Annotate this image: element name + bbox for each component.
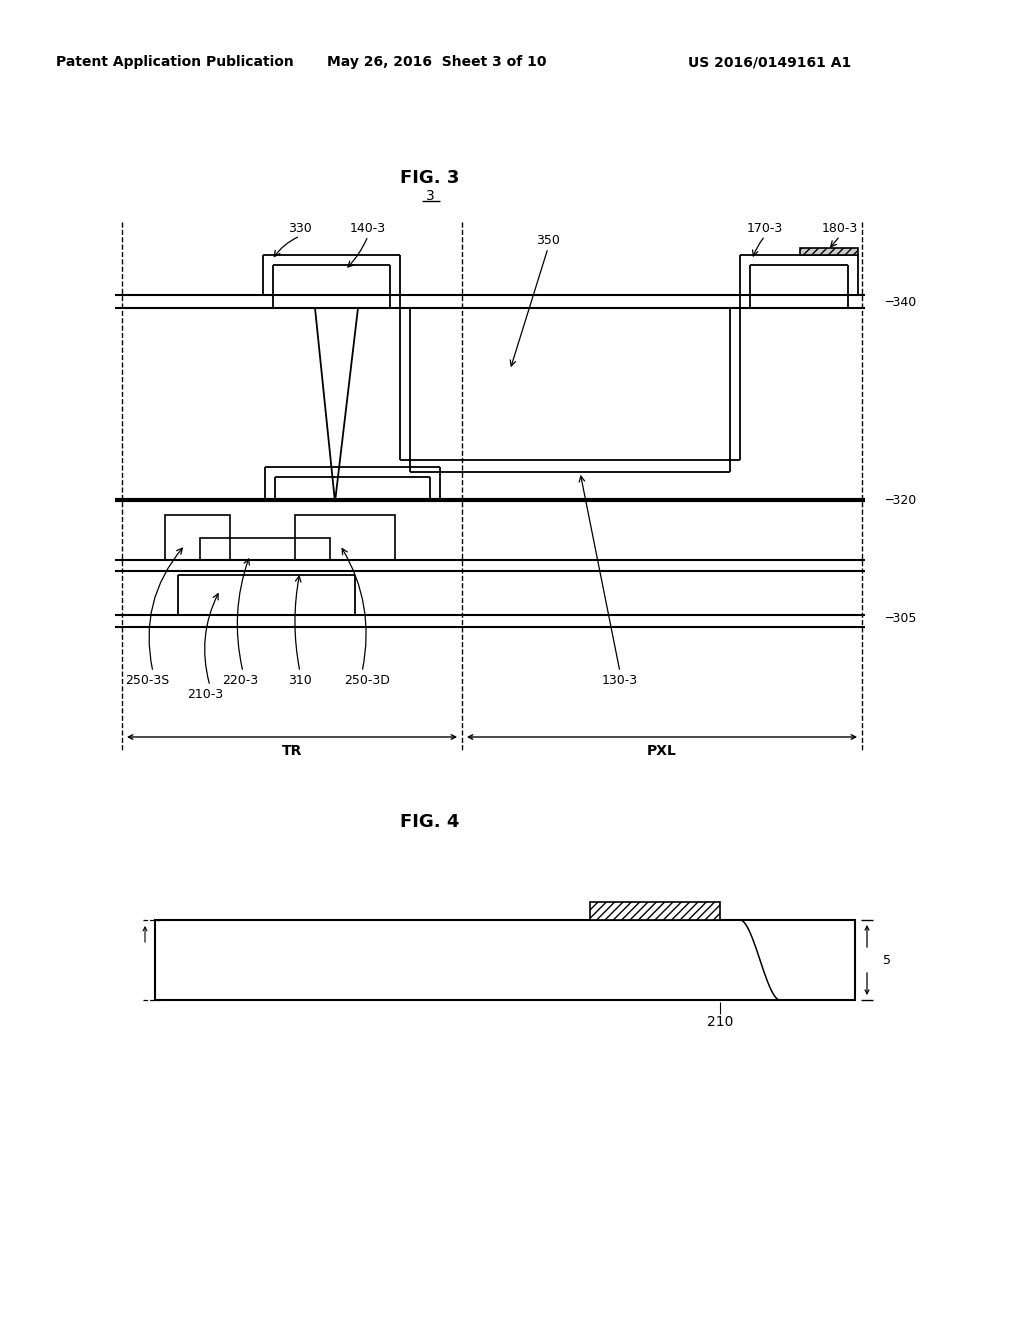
Text: 3: 3	[426, 189, 434, 203]
Text: 250-3S: 250-3S	[125, 673, 169, 686]
Bar	[590, 902, 720, 920]
Bar	[295, 515, 395, 560]
Bar	[800, 248, 858, 255]
Text: ─340: ─340	[885, 296, 916, 309]
Text: FIG. 4: FIG. 4	[400, 813, 460, 832]
Text: ─305: ─305	[885, 612, 916, 626]
Text: 220-3: 220-3	[222, 673, 258, 686]
Text: 5: 5	[883, 953, 891, 966]
Bar	[200, 539, 330, 560]
Text: 210: 210	[707, 1015, 733, 1030]
Text: 310: 310	[288, 673, 312, 686]
Text: 210-3: 210-3	[187, 688, 223, 701]
Text: US 2016/0149161 A1: US 2016/0149161 A1	[688, 55, 852, 69]
Text: FIG. 3: FIG. 3	[400, 169, 460, 187]
Text: May 26, 2016  Sheet 3 of 10: May 26, 2016 Sheet 3 of 10	[328, 55, 547, 69]
Text: 130-3: 130-3	[602, 673, 638, 686]
Text: 140-3: 140-3	[350, 222, 386, 235]
Text: TR: TR	[282, 744, 302, 758]
Text: ─320: ─320	[885, 494, 916, 507]
Text: 170-3: 170-3	[746, 222, 783, 235]
Text: Patent Application Publication: Patent Application Publication	[56, 55, 294, 69]
Bar	[155, 920, 855, 1001]
Text: 350: 350	[536, 234, 560, 247]
Text: 330: 330	[288, 222, 312, 235]
Bar	[165, 515, 230, 560]
Text: 180-3: 180-3	[822, 222, 858, 235]
Text: PXL: PXL	[647, 744, 677, 758]
Text: 250-3D: 250-3D	[344, 673, 390, 686]
